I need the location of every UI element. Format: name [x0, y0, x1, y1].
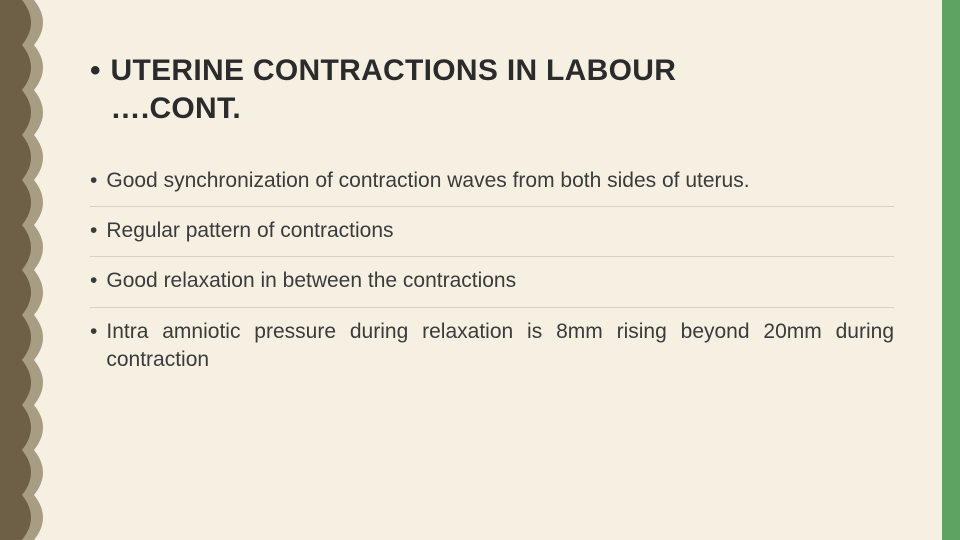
bullet-list: • Good synchronization of contraction wa…	[90, 157, 894, 386]
bullet-dot-icon: •	[90, 318, 97, 346]
list-item: • Regular pattern of contractions	[90, 207, 894, 257]
title-block: • UTERINE CONTRACTIONS IN LABOUR ….CONT.	[90, 52, 894, 129]
right-accent-bar	[942, 0, 960, 540]
bullet-text: Regular pattern of contractions	[106, 217, 894, 245]
list-item: • Intra amniotic pressure during relaxat…	[90, 308, 894, 386]
bullet-dot-icon: •	[90, 167, 97, 195]
bullet-text: Good synchronization of contraction wave…	[106, 167, 894, 195]
slide-main: • UTERINE CONTRACTIONS IN LABOUR ….CONT.…	[52, 0, 942, 540]
bullet-text: Intra amniotic pressure during relaxatio…	[106, 318, 894, 375]
title-bullet-dot: •	[90, 52, 101, 90]
bullet-text: Good relaxation in between the contracti…	[106, 267, 894, 295]
bullet-dot-icon: •	[90, 217, 97, 245]
slide-title: UTERINE CONTRACTIONS IN LABOUR ….CONT.	[111, 52, 677, 129]
scallop-icon	[0, 0, 52, 540]
slide: • UTERINE CONTRACTIONS IN LABOUR ….CONT.…	[0, 0, 960, 540]
list-item: • Good synchronization of contraction wa…	[90, 157, 894, 207]
bullet-dot-icon: •	[90, 267, 97, 295]
left-scallop-decor	[0, 0, 52, 540]
title-line-1: UTERINE CONTRACTIONS IN LABOUR	[111, 54, 677, 87]
content-area: • UTERINE CONTRACTIONS IN LABOUR ….CONT.…	[52, 0, 942, 426]
list-item: • Good relaxation in between the contrac…	[90, 257, 894, 307]
title-line-2: ….CONT.	[111, 92, 241, 125]
